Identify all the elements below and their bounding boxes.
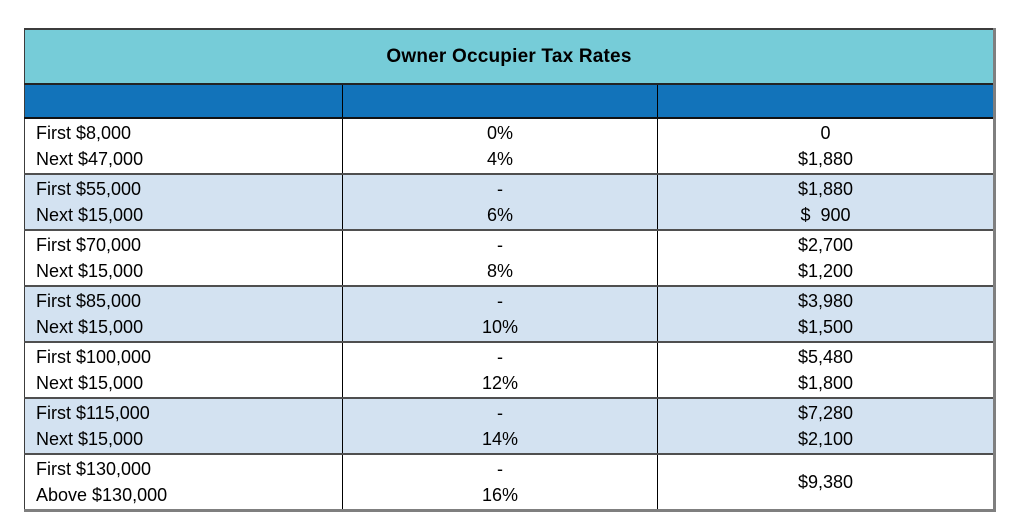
tax-payable-line: $2,700 bbox=[797, 235, 854, 255]
tax-rate-cell: - 8% bbox=[342, 229, 658, 286]
tax-payable-cell: $9,380 bbox=[657, 453, 995, 511]
tax-payable-cell: $1,880 $ 900 bbox=[657, 173, 995, 230]
header-cell-income-band bbox=[24, 84, 343, 119]
tax-payable-line: $1,880 bbox=[797, 149, 854, 169]
table-title-row: Owner Occupier Tax Rates bbox=[24, 29, 995, 85]
income-band-line: Next $15,000 bbox=[36, 429, 144, 449]
tax-payable-cell: $7,280 $2,100 bbox=[657, 397, 995, 454]
income-band-line: First $115,000 bbox=[36, 403, 150, 423]
tax-rate-line: - bbox=[497, 235, 503, 255]
tax-payable-line: $5,480 bbox=[797, 347, 854, 367]
income-band-line: Next $15,000 bbox=[36, 317, 144, 337]
tax-rate-line: - bbox=[497, 403, 503, 423]
header-cell-tax-rate bbox=[342, 84, 658, 119]
tax-rate-cell: - 14% bbox=[342, 397, 658, 454]
tax-rate-line: 12% bbox=[481, 373, 519, 393]
table-header-row bbox=[24, 84, 995, 119]
income-band-line: First $8,000 bbox=[36, 123, 132, 143]
income-band-line: First $130,000 bbox=[36, 459, 152, 479]
tax-payable-cell: $5,480 $1,800 bbox=[657, 341, 995, 398]
tax-payable-line: $1,800 bbox=[797, 373, 854, 393]
tax-payable-cell: $2,700 $1,200 bbox=[657, 229, 995, 286]
table-row: First $130,000 Above $130,000 - 16% $9,3… bbox=[24, 453, 995, 511]
tax-rate-line: 10% bbox=[481, 317, 519, 337]
income-band-line: First $85,000 bbox=[36, 291, 142, 311]
income-band-line: Next $15,000 bbox=[36, 373, 144, 393]
table-row: First $70,000 Next $15,000 - 8% $2,700 $… bbox=[24, 229, 995, 286]
income-band-cell: First $55,000 Next $15,000 bbox=[24, 173, 343, 230]
tax-rate-cell: - 12% bbox=[342, 341, 658, 398]
tax-payable-line: $2,100 bbox=[797, 429, 854, 449]
table-row: First $100,000 Next $15,000 - 12% $5,480… bbox=[24, 341, 995, 398]
tax-rate-cell: - 6% bbox=[342, 173, 658, 230]
tax-payable-line: $ 900 bbox=[800, 205, 851, 225]
income-band-line: Next $15,000 bbox=[36, 261, 144, 281]
tax-rate-line: 8% bbox=[486, 261, 513, 281]
tax-rate-line: - bbox=[497, 459, 503, 479]
table-row: First $85,000 Next $15,000 - 10% $3,980 … bbox=[24, 285, 995, 342]
tax-payable-line: 0 bbox=[820, 123, 831, 143]
tax-rate-line: 6% bbox=[486, 205, 513, 225]
owner-occupier-tax-table: Owner Occupier Tax Rates First $8,000 Ne… bbox=[24, 28, 996, 512]
header-cell-tax-payable bbox=[657, 84, 995, 119]
income-band-line: First $100,000 bbox=[36, 347, 152, 367]
tax-payable-line: $3,980 bbox=[797, 291, 854, 311]
tax-rate-line: - bbox=[497, 179, 503, 199]
tax-rate-line: - bbox=[497, 347, 503, 367]
income-band-line: Above $130,000 bbox=[36, 485, 168, 505]
tax-payable-line: $1,880 bbox=[797, 179, 854, 199]
income-band-line: Next $47,000 bbox=[36, 149, 144, 169]
tax-rate-line: 0% bbox=[486, 123, 513, 143]
income-band-line: First $70,000 bbox=[36, 235, 142, 255]
tax-rate-line: - bbox=[497, 291, 503, 311]
tax-rate-line: 14% bbox=[481, 429, 519, 449]
tax-payable-line: $9,380 bbox=[797, 472, 854, 492]
income-band-cell: First $115,000 Next $15,000 bbox=[24, 397, 343, 454]
income-band-cell: First $100,000 Next $15,000 bbox=[24, 341, 343, 398]
tax-rate-cell: - 10% bbox=[342, 285, 658, 342]
tax-payable-line: $7,280 bbox=[797, 403, 854, 423]
table-title: Owner Occupier Tax Rates bbox=[24, 29, 995, 85]
income-band-line: Next $15,000 bbox=[36, 205, 144, 225]
income-band-cell: First $8,000 Next $47,000 bbox=[25, 118, 343, 174]
income-band-cell: First $70,000 Next $15,000 bbox=[24, 229, 343, 286]
tax-rate-cell: - 16% bbox=[342, 453, 658, 511]
tax-payable-line: $1,200 bbox=[797, 261, 854, 281]
tax-rate-line: 4% bbox=[486, 149, 513, 169]
income-band-cell: First $85,000 Next $15,000 bbox=[24, 285, 343, 342]
income-band-line: First $55,000 bbox=[36, 179, 142, 199]
table-row: First $55,000 Next $15,000 - 6% $1,880 $… bbox=[24, 173, 995, 230]
tax-payable-cell: $3,980 $1,500 bbox=[657, 285, 995, 342]
income-band-cell: First $130,000 Above $130,000 bbox=[24, 453, 343, 511]
table-row: First $8,000 Next $47,000 0% 4% 0 $1,880 bbox=[24, 118, 995, 174]
table-row: First $115,000 Next $15,000 - 14% $7,280… bbox=[24, 397, 995, 454]
tax-payable-line: $1,500 bbox=[797, 317, 854, 337]
tax-rate-line: 16% bbox=[481, 485, 519, 505]
tax-rate-cell: 0% 4% bbox=[342, 118, 658, 174]
tax-payable-cell: 0 $1,880 bbox=[657, 118, 995, 174]
